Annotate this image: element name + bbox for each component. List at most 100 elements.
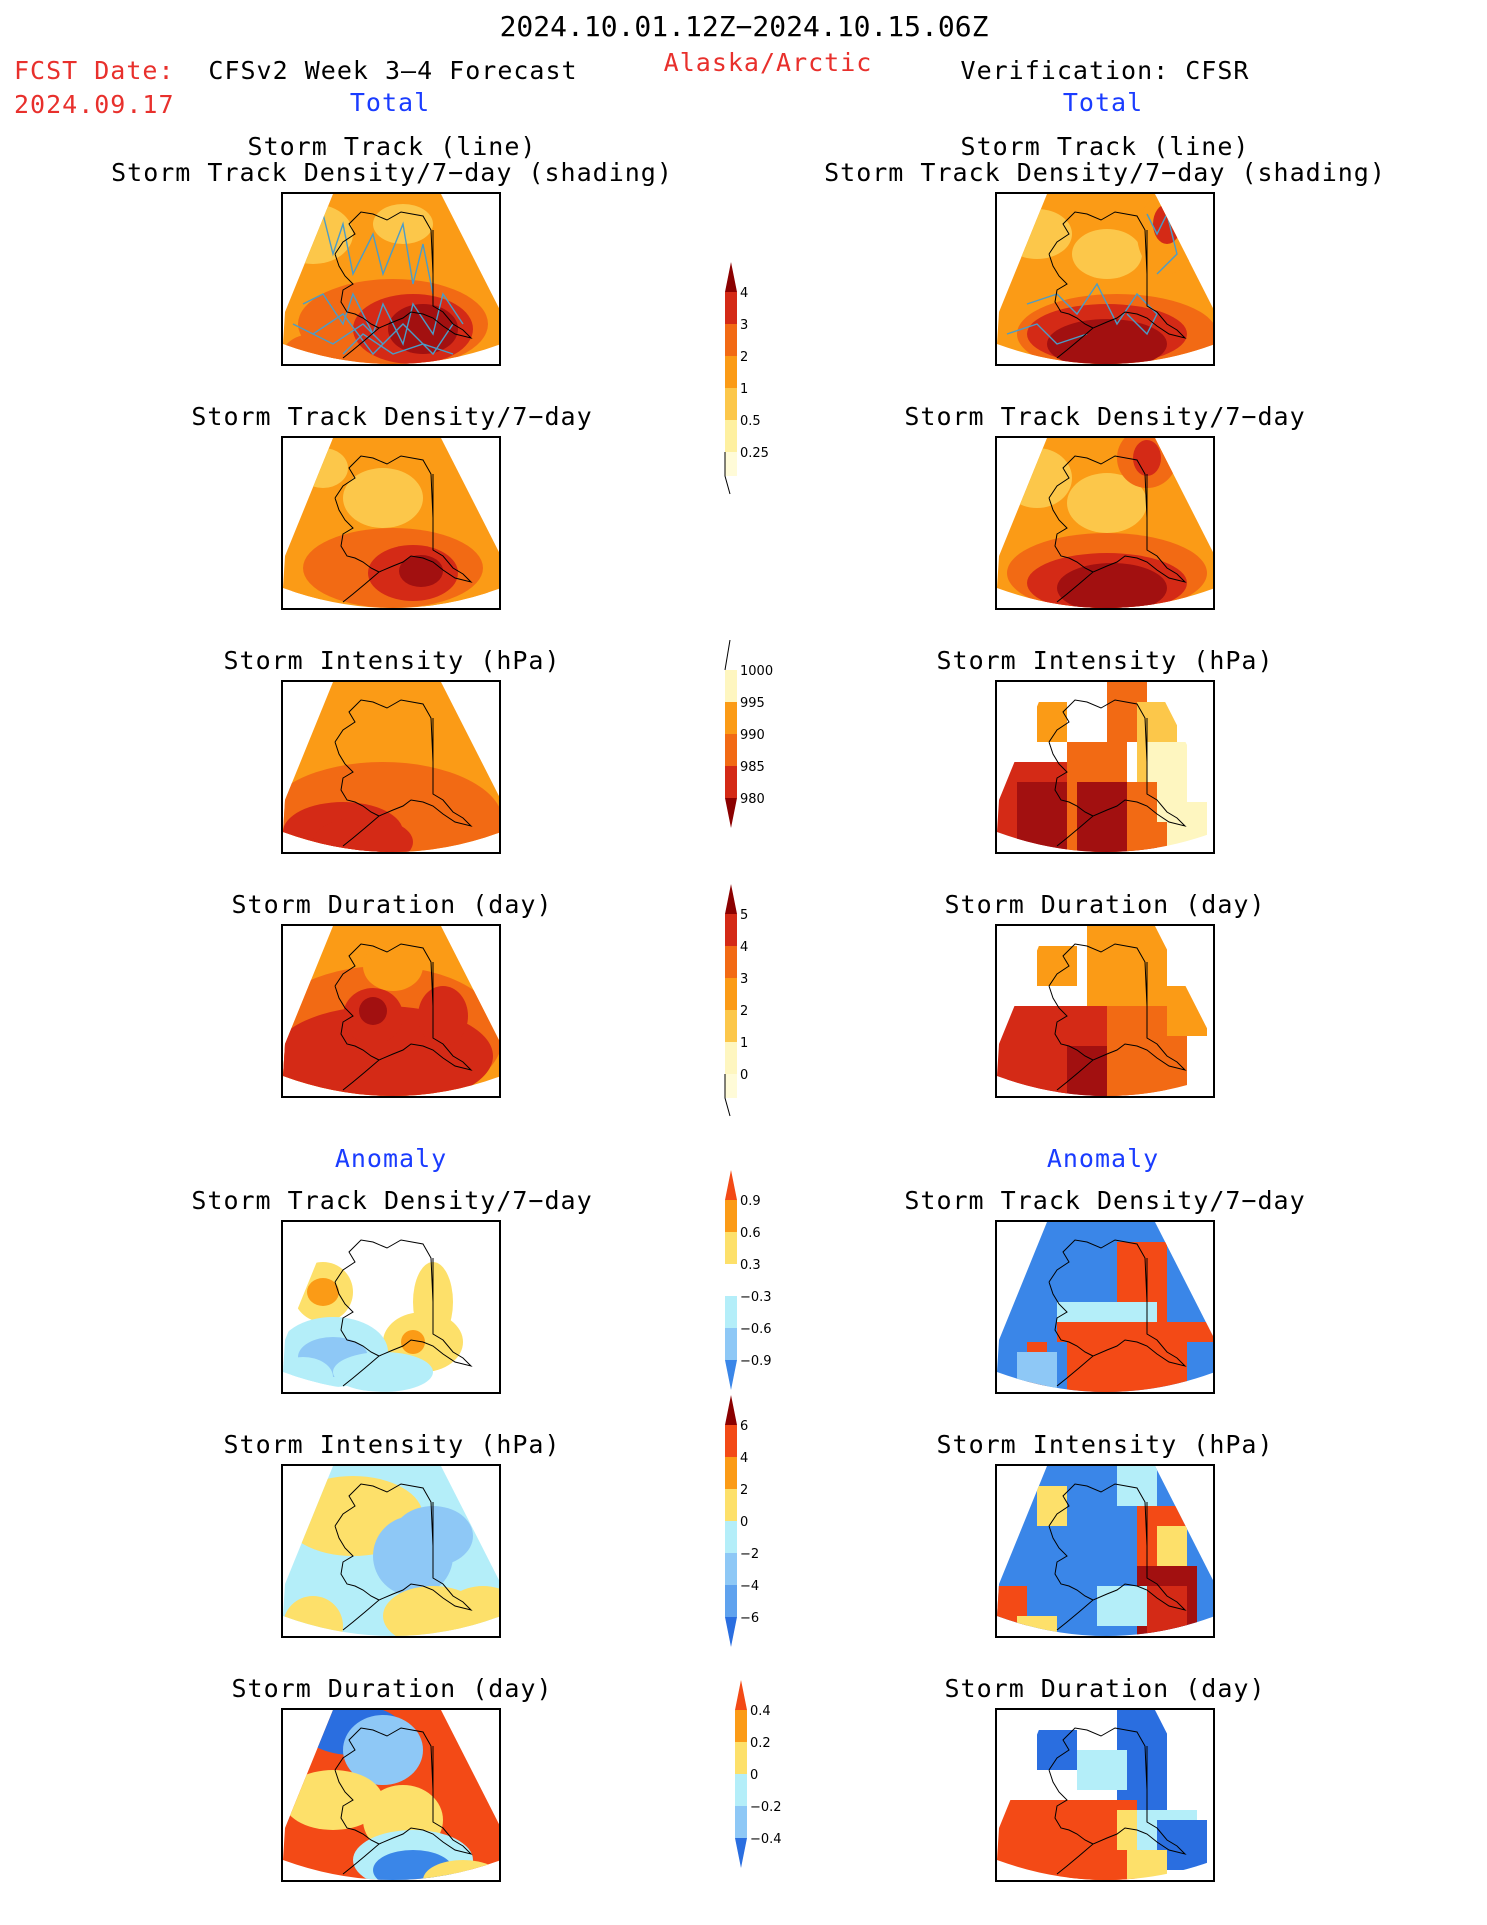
left-duration-title: Storm Duration (day) <box>231 890 553 919</box>
map-shading <box>997 1222 1213 1392</box>
colorbar-swatch <box>725 1042 737 1074</box>
colorbar-label: 0.2 <box>750 1736 771 1751</box>
colorbar-swatch <box>725 1200 737 1232</box>
left-anom-density-title: Storm Track Density/7−day <box>191 1186 593 1215</box>
fcst-date-label: FCST Date: <box>14 56 175 85</box>
colorbar-label: 5 <box>740 908 748 923</box>
colorbar-arrow <box>725 798 737 828</box>
colorbar-label: 3 <box>740 318 748 333</box>
coastline <box>1048 1483 1187 1631</box>
total-right-label: Total <box>1062 88 1144 117</box>
colorbar-label: 1 <box>740 382 748 397</box>
map-shading <box>283 682 499 852</box>
colorbar-label: 0 <box>740 1515 748 1530</box>
map-shading <box>997 438 1213 608</box>
colorbar-arrow <box>735 1838 747 1868</box>
left-anom-intensity-title: Storm Intensity (hPa) <box>223 1430 561 1459</box>
map-shading <box>283 926 499 1096</box>
colorbar-arrow <box>725 884 737 914</box>
colorbar-label: −0.4 <box>750 1832 782 1847</box>
right-intensity-title: Storm Intensity (hPa) <box>936 646 1274 675</box>
colorbar-swatch <box>735 1742 747 1774</box>
colorbar-intensity-anomaly: 6 4 2 0 −2 −4 −6 <box>725 1395 759 1647</box>
left-track-shading-title: Storm Track Density/7−day (shading) <box>111 158 673 187</box>
colorbar-label: 1000 <box>740 664 773 679</box>
verification-title: Verification: CFSR <box>960 56 1250 85</box>
coastline <box>334 943 473 1091</box>
map-shading <box>283 1710 499 1880</box>
coastline <box>334 1483 473 1631</box>
colorbar-swatch <box>725 420 737 452</box>
map-shading <box>283 1466 499 1636</box>
map-obs-intensity <box>995 680 1215 854</box>
left-density-title: Storm Track Density/7−day <box>191 402 593 431</box>
right-anom-density-title: Storm Track Density/7−day <box>904 1186 1306 1215</box>
right-density-title: Storm Track Density/7−day <box>904 402 1306 431</box>
map-obs-density-anomaly <box>995 1220 1215 1394</box>
colorbar-label: 0.25 <box>740 446 769 461</box>
colorbar-swatch <box>725 670 737 702</box>
coastline <box>334 1727 473 1875</box>
colorbar-label: 980 <box>740 792 765 807</box>
colorbar-density-anomaly: 0.9 0.6 0.3 −0.3 −0.6 −0.9 <box>725 1170 772 1390</box>
model-title: CFSv2 Week 3–4 Forecast <box>208 56 578 85</box>
map-shading <box>997 682 1213 852</box>
anomaly-right-label: Anomaly <box>1046 1144 1160 1173</box>
map-obs-track-density-with-tracks <box>995 192 1215 366</box>
colorbar-swatch <box>725 734 737 766</box>
colorbar-label: 0.5 <box>740 414 761 429</box>
map-shading <box>283 194 499 364</box>
left-intensity-title: Storm Intensity (hPa) <box>223 646 561 675</box>
period-title: 2024.10.01.12Z−2024.10.15.06Z <box>499 10 989 43</box>
colorbar-swatch <box>725 766 737 798</box>
colorbar-label: −0.2 <box>750 1800 782 1815</box>
colorbar-swatch <box>725 1553 737 1585</box>
colorbar-arrow <box>725 1360 737 1390</box>
colorbar-label: 990 <box>740 728 765 743</box>
colorbar-label: 0.6 <box>740 1226 761 1241</box>
colorbar-label: −0.9 <box>740 1354 772 1369</box>
right-anom-intensity-title: Storm Intensity (hPa) <box>936 1430 1274 1459</box>
map-shading <box>997 1466 1213 1636</box>
colorbar-swatch <box>725 452 737 476</box>
map-fcst-track-density-with-tracks <box>281 192 501 366</box>
coastline <box>1048 1239 1187 1387</box>
colorbar-swatch <box>735 1774 747 1806</box>
colorbar-swatch <box>725 356 737 388</box>
colorbar-swatch <box>725 388 737 420</box>
colorbar-swatch <box>725 324 737 356</box>
coastline <box>1048 1727 1187 1875</box>
colorbar-label: 0 <box>750 1768 758 1783</box>
map-obs-duration <box>995 924 1215 1098</box>
fcst-date-value: 2024.09.17 <box>14 90 175 119</box>
coastline <box>334 1239 473 1387</box>
colorbar-label: 6 <box>740 1419 748 1434</box>
colorbar-label: 2 <box>740 1004 748 1019</box>
coastline <box>1048 699 1187 847</box>
colorbar-label: −0.6 <box>740 1322 772 1337</box>
map-obs-intensity-anomaly <box>995 1464 1215 1638</box>
right-track-line-title: Storm Track (line) <box>960 132 1250 161</box>
colorbar-label: 995 <box>740 696 765 711</box>
colorbar-label: 0.4 <box>750 1704 771 1719</box>
colorbar-swatch <box>725 1521 737 1553</box>
colorbar-swatch <box>725 1264 737 1296</box>
colorbar-arrow <box>725 1170 737 1200</box>
colorbar-swatch <box>725 1010 737 1042</box>
colorbar-swatch <box>725 1328 737 1360</box>
colorbar-swatch <box>725 1296 737 1328</box>
colorbar-label: 0.9 <box>740 1194 761 1209</box>
colorbar-label: −6 <box>740 1611 759 1626</box>
colorbar-arrow <box>725 1395 737 1425</box>
colorbar-arrow <box>725 262 737 292</box>
map-obs-duration-anomaly <box>995 1708 1215 1882</box>
map-shading <box>997 194 1213 364</box>
colorbar-label: 2 <box>740 350 748 365</box>
total-left-label: Total <box>349 88 431 117</box>
colorbar-swatch <box>725 1232 737 1264</box>
colorbar-label: 3 <box>740 972 748 987</box>
map-shading <box>283 438 499 608</box>
map-shading <box>997 926 1213 1096</box>
colorbar-swatch <box>725 1457 737 1489</box>
right-duration-title: Storm Duration (day) <box>944 890 1266 919</box>
